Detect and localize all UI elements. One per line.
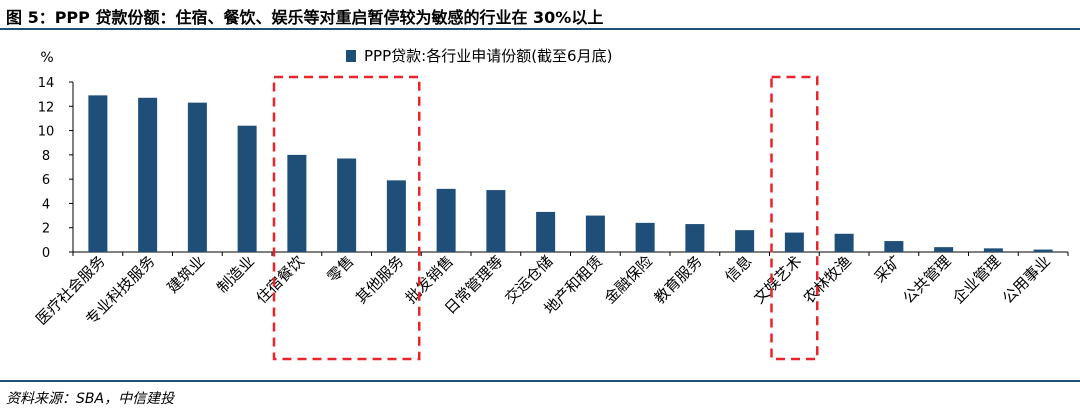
bar — [934, 247, 954, 252]
bar — [287, 154, 307, 252]
x-tick-label: 制造业 — [213, 252, 258, 297]
bar — [486, 190, 506, 252]
bar — [436, 188, 456, 252]
highlight-box — [770, 75, 819, 361]
x-tick-label: 金融保险 — [601, 252, 656, 307]
title-rule — [0, 28, 1080, 30]
bar — [983, 248, 1003, 252]
bar — [138, 97, 158, 253]
figure-title: 图 5：PPP 贷款份额：住宿、餐饮、娱乐等对重启暂停较为敏感的行业在 30%以… — [6, 8, 604, 27]
x-tick-label: 采矿 — [871, 252, 905, 286]
y-unit-label: % — [40, 50, 53, 66]
bar — [88, 95, 108, 252]
legend: PPP贷款:各行业申请份额(截至6月底) — [346, 47, 612, 65]
bar — [536, 211, 556, 252]
bar — [187, 102, 207, 253]
bar — [386, 180, 406, 252]
y-tick-label: 6 — [42, 173, 50, 188]
x-tick-label: 文娱艺术 — [750, 252, 805, 307]
legend-swatch — [346, 50, 356, 62]
x-tick-label: 信息 — [722, 252, 756, 286]
highlight-box — [272, 75, 421, 361]
y-tick-label: 10 — [38, 125, 55, 140]
y-tick-label: 0 — [42, 246, 50, 261]
bar — [337, 158, 357, 252]
x-tick-label: 农林牧渔 — [800, 252, 855, 307]
source-note: 资料来源：SBA，中信建投 — [6, 391, 175, 407]
source-rule — [0, 380, 1080, 382]
x-tick-label: 住宿餐饮 — [253, 252, 308, 307]
x-tick-label: 建筑业 — [164, 252, 209, 297]
y-tick-label: 8 — [42, 149, 50, 164]
bars — [88, 95, 1053, 253]
bar — [1033, 249, 1053, 252]
bar — [635, 222, 655, 252]
bar — [585, 215, 605, 252]
x-tick-label: 公用事业 — [999, 252, 1054, 307]
bar — [884, 241, 904, 252]
y-tick-label: 2 — [42, 222, 50, 237]
bar — [685, 224, 705, 252]
y-tick-label: 4 — [42, 197, 50, 212]
bar — [834, 233, 854, 252]
x-tick-label: 教育服务 — [651, 252, 706, 307]
bar — [237, 125, 257, 252]
bar — [784, 232, 804, 252]
x-tick-label: 零售 — [324, 252, 358, 286]
highlight-boxes — [272, 75, 819, 361]
x-tick-label: 公共管理 — [899, 252, 954, 307]
x-tick-label: 企业管理 — [949, 252, 1004, 307]
x-tick-label: 其他服务 — [352, 252, 407, 307]
y-tick-label: 12 — [38, 100, 55, 115]
legend-label: PPP贷款:各行业申请份额(截至6月底) — [364, 47, 612, 65]
y-tick-label: 14 — [38, 76, 55, 91]
bar — [735, 230, 755, 252]
